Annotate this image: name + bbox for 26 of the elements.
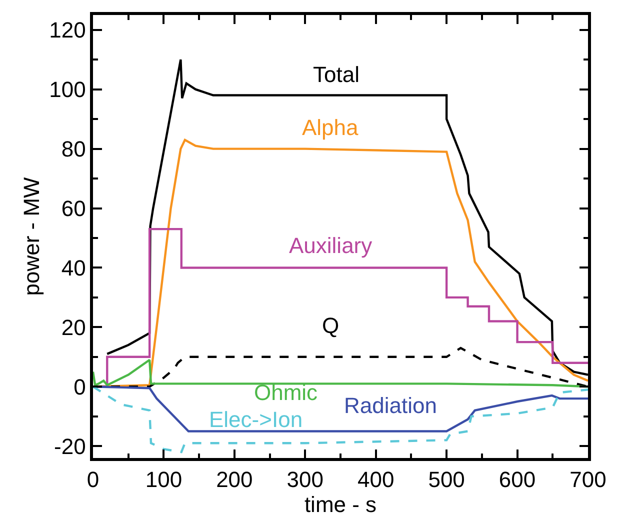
y-tick-label: 0 xyxy=(74,374,86,400)
line-series xyxy=(93,386,588,454)
y-tick-label: 40 xyxy=(61,255,86,280)
line-series xyxy=(106,58,588,376)
series-label: Alpha xyxy=(302,115,360,140)
y-tick-label: -20 xyxy=(54,434,86,459)
x-tick-label: 300 xyxy=(286,467,324,492)
series-label: Elec->Ion xyxy=(209,407,303,432)
y-tick-label: 20 xyxy=(61,314,86,340)
y-tick-label: 120 xyxy=(49,18,86,43)
x-tick-label: 400 xyxy=(358,467,394,492)
y-tick-label: 80 xyxy=(61,136,86,162)
x-tick-label: 100 xyxy=(145,467,182,492)
series-label: Ohmic xyxy=(254,380,318,405)
y-tick-label: 100 xyxy=(49,77,86,102)
x-axis-title: time - s xyxy=(304,492,377,518)
y-tick-label: 60 xyxy=(61,196,86,221)
x-tick-label: 600 xyxy=(498,467,536,492)
x-tick-label: 500 xyxy=(428,467,465,492)
x-tick-label: 200 xyxy=(216,467,253,492)
series-label: Q xyxy=(322,313,340,338)
series-label: Radiation xyxy=(344,393,437,418)
series-label: Total xyxy=(313,62,360,87)
x-tick-label: 700 xyxy=(570,467,606,492)
y-axis-title: power - MW xyxy=(18,176,44,296)
series-label: Auxiliary xyxy=(289,233,372,258)
